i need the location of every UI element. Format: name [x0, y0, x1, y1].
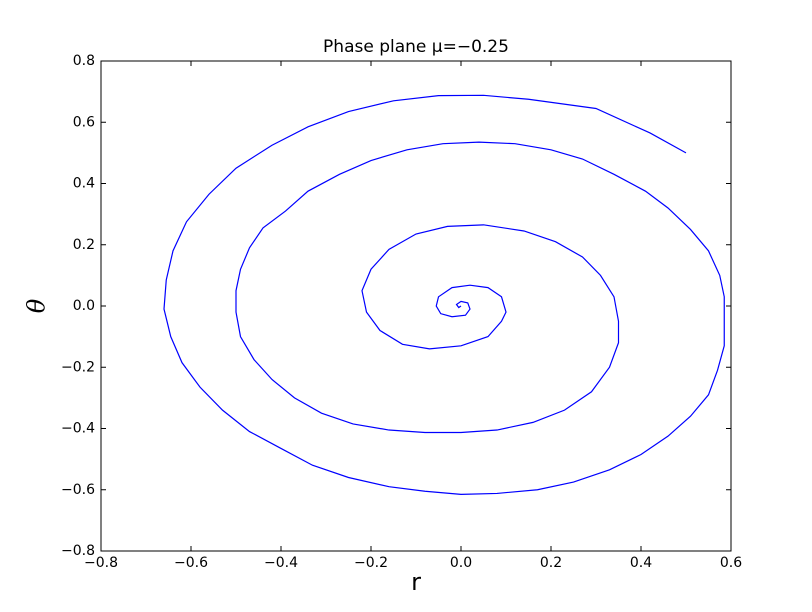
- x-tick-label: 0.6: [720, 555, 742, 571]
- y-tick-label: −0.4: [61, 421, 95, 437]
- x-axis-label: r: [411, 568, 421, 596]
- x-tick-label: −0.8: [84, 555, 118, 571]
- y-tick-label: −0.6: [61, 482, 95, 498]
- chart-title: Phase plane μ=−0.25: [323, 37, 509, 57]
- data-line: [163, 94, 725, 495]
- y-tick-label: 0.4: [73, 176, 95, 192]
- x-tick-label: −0.2: [354, 555, 388, 571]
- x-tick-label: 0.2: [540, 555, 562, 571]
- y-tick-label: 0.0: [73, 298, 95, 314]
- x-tick-label: 0.4: [630, 555, 652, 571]
- y-tick-label: −0.8: [61, 543, 95, 559]
- x-tick-label: −0.6: [174, 555, 208, 571]
- x-tick-label: −0.4: [264, 555, 298, 571]
- y-axis-label: θ: [23, 298, 51, 313]
- y-tick-label: −0.2: [61, 359, 95, 375]
- y-tick-label: 0.2: [73, 237, 95, 253]
- y-tick-label: 0.6: [73, 114, 95, 130]
- y-tick-label: 0.8: [73, 53, 95, 69]
- x-tick-label: 0.0: [450, 555, 472, 571]
- plot-frame: [100, 60, 732, 552]
